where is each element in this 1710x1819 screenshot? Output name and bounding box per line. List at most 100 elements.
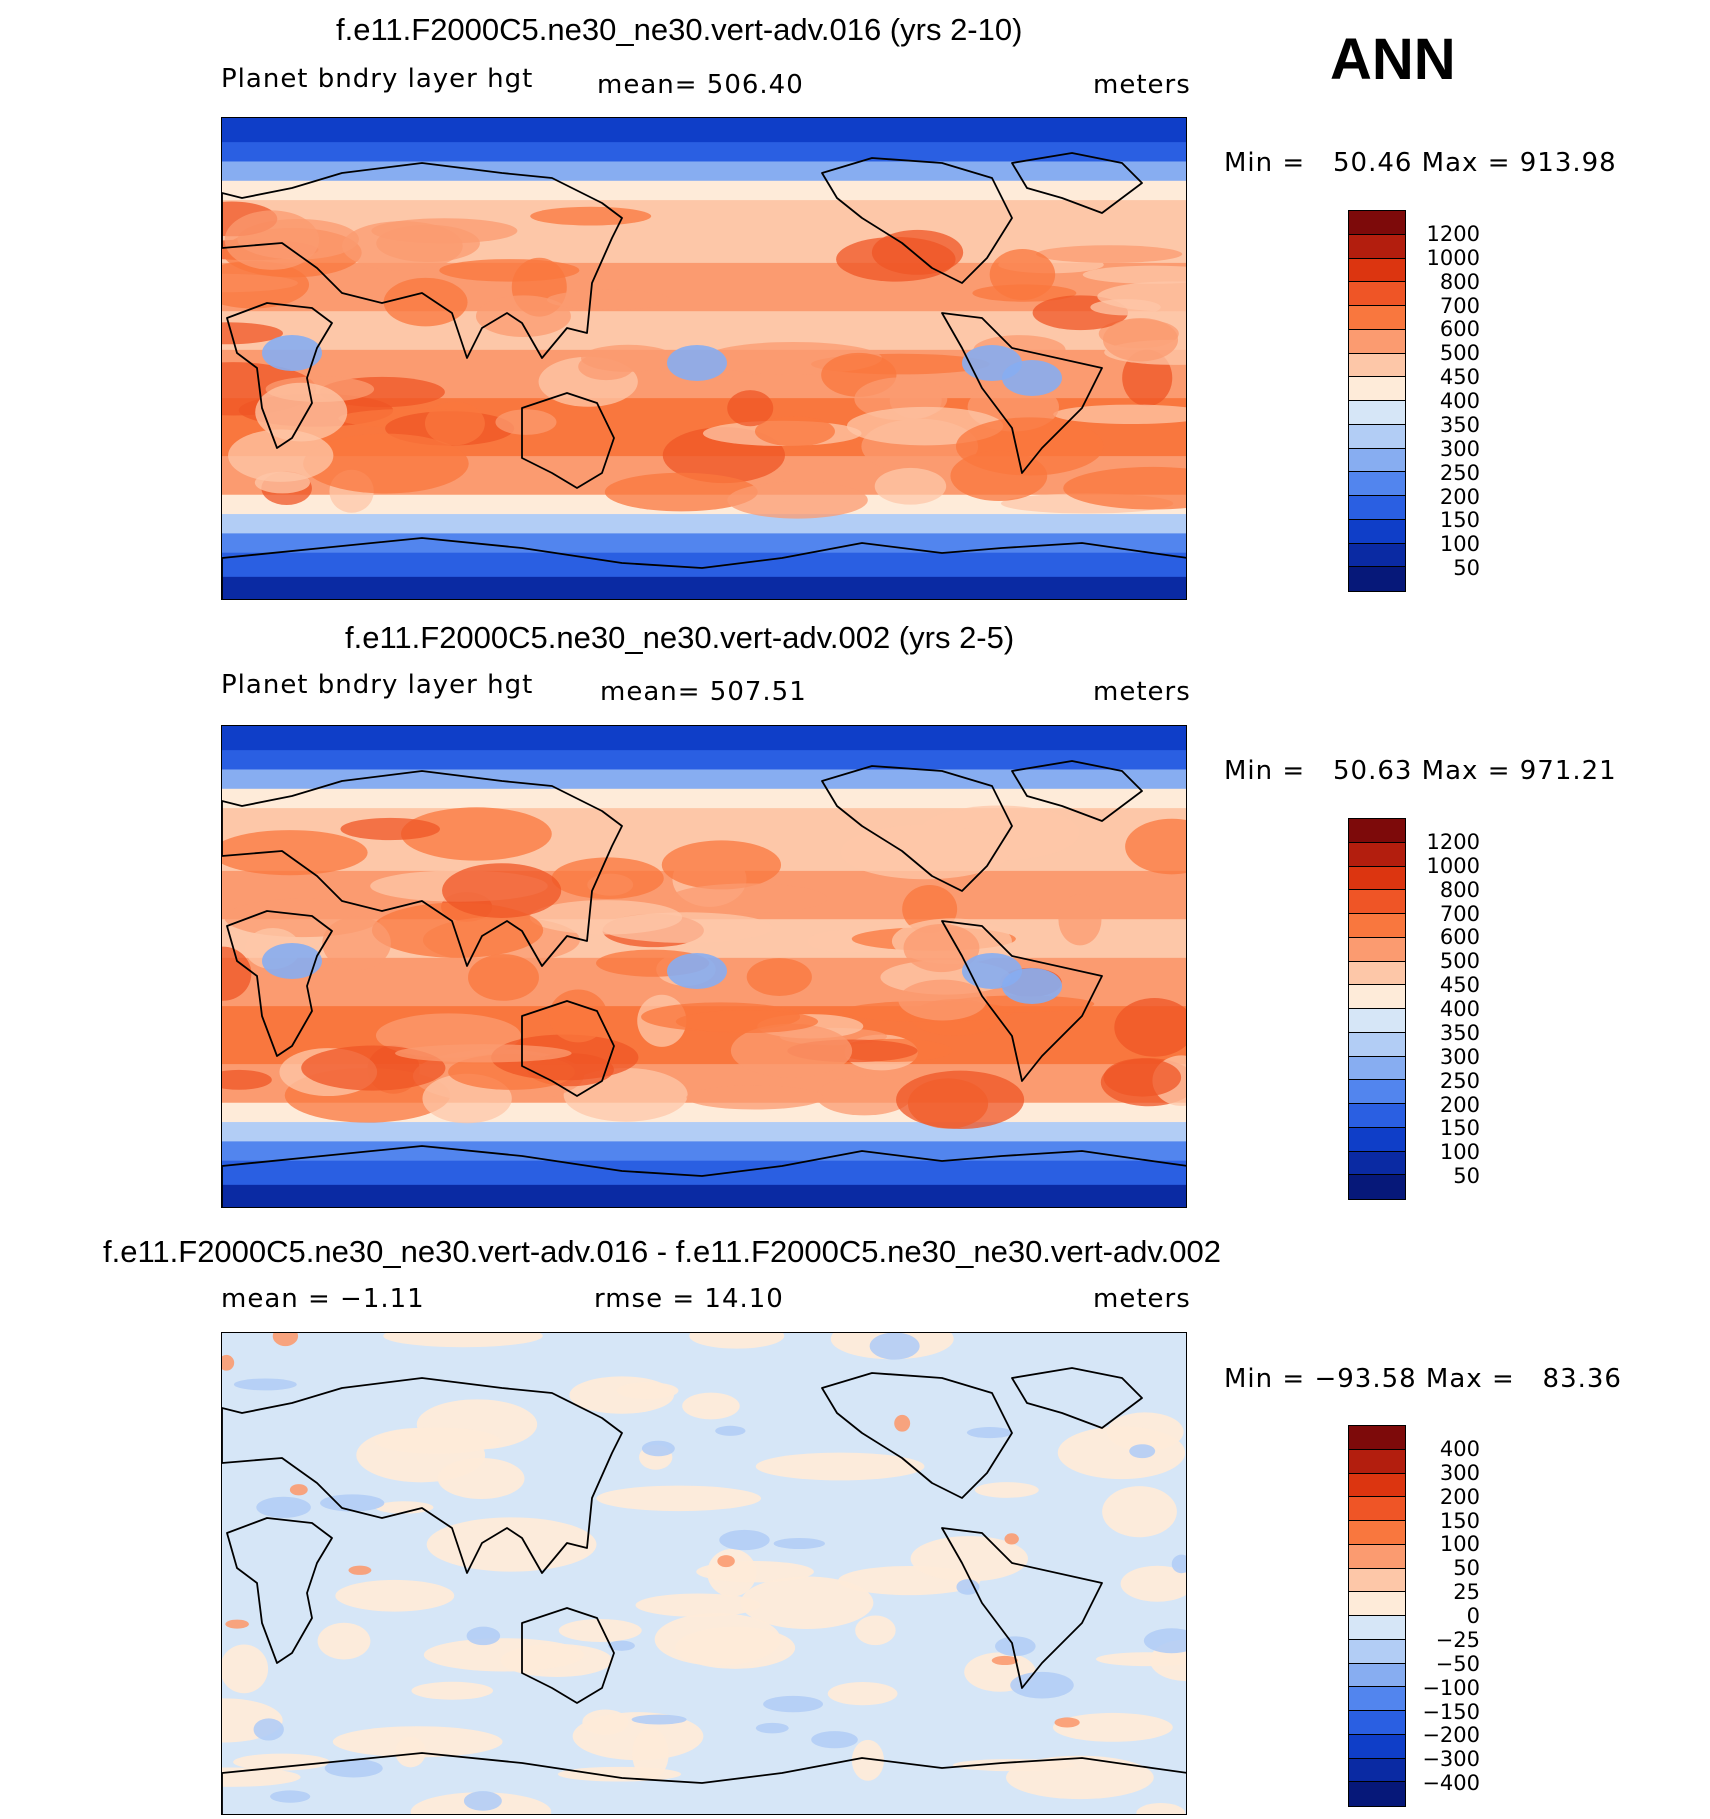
colorbar-tick-label: 300 bbox=[1439, 1460, 1480, 1485]
field-blob bbox=[995, 1636, 1036, 1657]
colorbar-swatch bbox=[1349, 1009, 1405, 1033]
field-blob bbox=[342, 221, 463, 271]
field-blob bbox=[272, 1333, 299, 1347]
colorbar-tick-label: 600 bbox=[1439, 317, 1480, 342]
colorbar-swatch bbox=[1349, 1521, 1405, 1545]
field-blob bbox=[1004, 1533, 1019, 1545]
field-blob bbox=[894, 1414, 911, 1432]
field-blob bbox=[262, 943, 322, 979]
colorbar-tick-label: 50 bbox=[1453, 556, 1480, 581]
field-blob bbox=[463, 1791, 502, 1811]
colorbar-tick-label: −50 bbox=[1435, 1651, 1480, 1676]
field-blob bbox=[375, 1501, 434, 1514]
field-band bbox=[222, 533, 1186, 554]
panel-1-map bbox=[221, 117, 1187, 600]
field-blob bbox=[1143, 1628, 1186, 1654]
field-blob bbox=[383, 277, 468, 327]
field-blob bbox=[225, 1619, 249, 1629]
field-blob bbox=[746, 958, 812, 996]
field-blob bbox=[256, 1496, 311, 1518]
colorbar-tick-label: 100 bbox=[1439, 532, 1480, 557]
field-blob bbox=[871, 229, 964, 275]
coastline bbox=[226, 302, 333, 449]
field-blob bbox=[253, 1718, 284, 1741]
field-blob bbox=[903, 923, 980, 973]
colorbar-tick-label: 800 bbox=[1439, 877, 1480, 902]
panel-2-map bbox=[221, 725, 1187, 1208]
field-blob bbox=[442, 863, 562, 918]
field-blob bbox=[667, 953, 727, 989]
colorbar-swatch bbox=[1349, 353, 1405, 378]
field-blob bbox=[1002, 968, 1062, 1004]
panel-3-map-svg bbox=[222, 1333, 1186, 1814]
field-blob bbox=[635, 1593, 761, 1617]
field-blob bbox=[773, 1537, 825, 1550]
panel-2-minmax: Min = 50.63 Max = 971.21 bbox=[1224, 756, 1617, 786]
panel-1-title: f.e11.F2000C5.ne30_ne30.vert-adv.016 (yr… bbox=[336, 12, 1023, 47]
field-blob bbox=[632, 1728, 669, 1780]
field-blob bbox=[468, 954, 539, 1001]
field-blob bbox=[596, 1485, 762, 1512]
colorbar-tick-label: 200 bbox=[1439, 484, 1480, 509]
colorbar-tick-label: 150 bbox=[1439, 1508, 1480, 1533]
colorbar-tick-label: 250 bbox=[1439, 460, 1480, 485]
field-blob bbox=[423, 1638, 585, 1672]
field-blob bbox=[654, 1613, 781, 1666]
field-blob bbox=[222, 1354, 235, 1371]
panel-3-map bbox=[221, 1332, 1187, 1815]
colorbar-swatch bbox=[1349, 258, 1405, 283]
colorbar-tick-label: 350 bbox=[1439, 412, 1480, 437]
colorbar-swatch bbox=[1349, 282, 1405, 306]
field-blob bbox=[546, 289, 671, 310]
colorbar-tick-label: 200 bbox=[1439, 1484, 1480, 1509]
field-blob bbox=[755, 1722, 789, 1734]
colorbar-tick-label: 1000 bbox=[1426, 853, 1480, 878]
field-blob bbox=[869, 1333, 920, 1360]
field-blob bbox=[222, 946, 252, 1001]
field-band bbox=[222, 1160, 1186, 1186]
field-blob bbox=[222, 1767, 301, 1787]
colorbar-swatch bbox=[1349, 1734, 1405, 1759]
colorbar-swatch bbox=[1349, 211, 1405, 235]
colorbar-swatch bbox=[1349, 1782, 1405, 1806]
colorbar-swatch bbox=[1349, 1151, 1405, 1176]
colorbar-tick-label: 700 bbox=[1439, 901, 1480, 926]
colorbar-tick-label: 1200 bbox=[1426, 829, 1480, 854]
field-blob bbox=[1120, 1565, 1186, 1602]
field-band bbox=[222, 161, 1186, 182]
coastline bbox=[222, 1752, 1186, 1814]
field-blob bbox=[475, 295, 571, 338]
field-blob bbox=[233, 1378, 297, 1391]
colorbar-tick-label: 700 bbox=[1439, 293, 1480, 318]
field-blob bbox=[289, 1484, 308, 1496]
field-band bbox=[222, 142, 1186, 163]
coastline bbox=[941, 1527, 1103, 1689]
field-blob bbox=[874, 467, 947, 505]
colorbar-swatch bbox=[1349, 1592, 1405, 1616]
field-band bbox=[222, 726, 1186, 752]
coastline bbox=[821, 1372, 1013, 1499]
field-blob bbox=[439, 259, 580, 282]
field-blob bbox=[1082, 265, 1186, 284]
field-blob bbox=[437, 1457, 525, 1500]
field-blob bbox=[1102, 1486, 1177, 1538]
coastline bbox=[521, 1000, 615, 1097]
field-band bbox=[222, 750, 1186, 771]
colorbar-swatch bbox=[1349, 543, 1405, 568]
colorbar-tick-label: 800 bbox=[1439, 269, 1480, 294]
field-blob bbox=[1052, 1712, 1173, 1742]
colorbar-swatch bbox=[1349, 819, 1405, 843]
field-blob bbox=[604, 472, 758, 512]
colorbar-swatch bbox=[1349, 1639, 1405, 1664]
field-blob bbox=[675, 1010, 819, 1034]
field-blob bbox=[255, 382, 348, 442]
field-blob bbox=[966, 1427, 1013, 1439]
field-blob bbox=[222, 830, 368, 876]
field-blob bbox=[262, 335, 322, 371]
field-blob bbox=[717, 1555, 735, 1568]
colorbar-swatch bbox=[1349, 306, 1405, 330]
field-blob bbox=[641, 1440, 675, 1457]
colorbar-tick-label: −200 bbox=[1422, 1723, 1480, 1748]
field-blob bbox=[1002, 360, 1062, 396]
panel-1-colorbar bbox=[1348, 210, 1406, 592]
